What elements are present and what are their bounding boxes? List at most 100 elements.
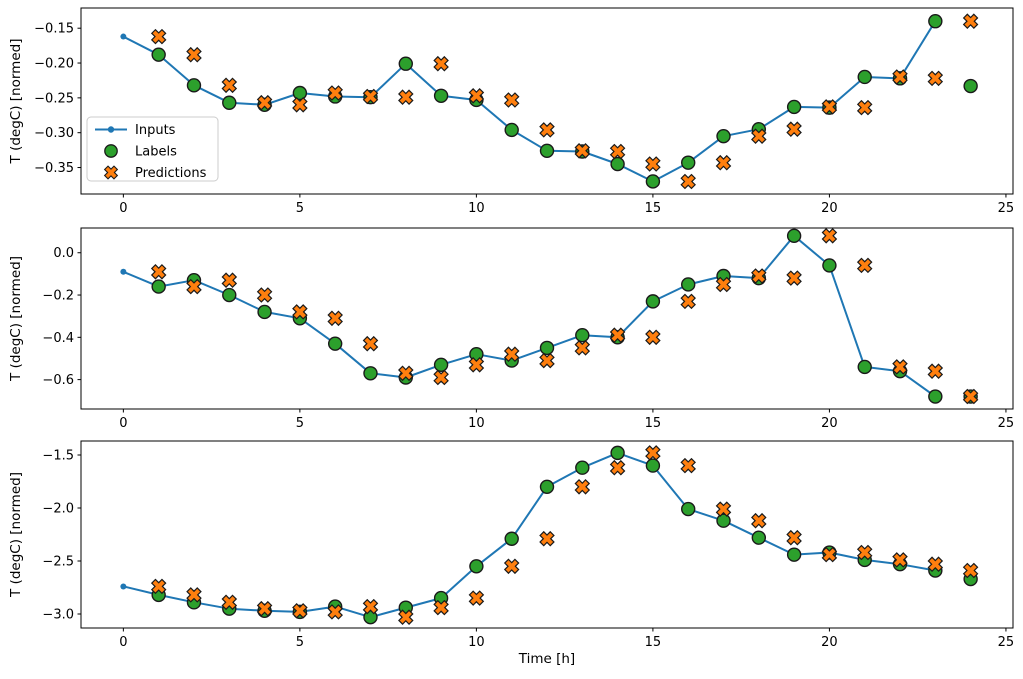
prediction-marker <box>539 122 555 138</box>
plot-frame <box>80 440 1014 629</box>
input-dot <box>120 268 127 275</box>
label-marker <box>398 56 413 71</box>
prediction-marker <box>468 357 485 373</box>
input-dot <box>120 33 127 40</box>
x-tick-label: 25 <box>998 635 1015 650</box>
plot-frame <box>80 227 1014 410</box>
prediction-marker <box>751 268 767 284</box>
prediction-marker <box>892 552 908 568</box>
label-marker <box>433 357 449 373</box>
x-tick-label: 20 <box>821 635 838 650</box>
y-tick-label: −0.4 <box>42 331 74 346</box>
prediction-marker <box>751 512 767 529</box>
prediction-marker <box>645 156 661 172</box>
x-tick-label: 15 <box>645 416 662 431</box>
label-marker <box>822 258 837 273</box>
prediction-marker <box>221 594 238 611</box>
prediction-marker <box>256 600 273 617</box>
prediction-marker <box>503 558 520 575</box>
label-marker <box>222 95 237 110</box>
prediction-marker <box>186 46 202 63</box>
prediction-marker <box>962 13 979 29</box>
prediction-marker <box>856 544 873 561</box>
x-tick-label: 10 <box>468 635 485 650</box>
prediction-marker <box>256 287 273 303</box>
label-marker <box>681 277 696 292</box>
label-marker <box>928 389 943 404</box>
legend: Inputs Labels Predictions <box>86 116 219 182</box>
label-marker <box>716 128 731 144</box>
label-marker <box>857 359 872 375</box>
prediction-marker <box>221 77 238 94</box>
label-marker <box>433 88 449 103</box>
x-tick-label: 15 <box>645 635 662 650</box>
x-tick-label: 15 <box>645 201 662 216</box>
subplot-2: 0 5 10 15 20 25 0.0 −0.2 −0.4 −0.6 T (degC) [norme… <box>8 227 1014 431</box>
prediction-marker <box>150 28 167 45</box>
prediction-marker <box>186 587 202 603</box>
prediction-marker <box>503 346 520 362</box>
label-marker <box>151 47 166 62</box>
legend-label-labels: Labels <box>135 145 177 160</box>
prediction-marker <box>398 89 414 105</box>
x-tick-label: 20 <box>821 416 838 431</box>
label-marker <box>327 336 343 351</box>
prediction-marker <box>680 293 696 310</box>
prediction-marker <box>186 278 202 295</box>
prediction-marker <box>609 327 626 343</box>
prediction-marker <box>539 352 555 369</box>
prediction-marker <box>645 329 661 346</box>
prediction-marker <box>892 359 908 375</box>
prediction-marker <box>398 609 414 625</box>
y-axis-label: T (degC) [normed] <box>8 256 24 382</box>
legend-inputs-dot-sample <box>107 126 115 133</box>
label-marker <box>575 328 590 343</box>
subplot-1: 0 5 10 15 20 25 −0.15 −0.20 −0.25 −0.30 −0.35 T (de… <box>8 7 1014 216</box>
prediction-marker <box>539 530 555 547</box>
prediction-marker <box>433 599 449 616</box>
prediction-marker <box>292 603 308 619</box>
label-marker <box>504 531 519 546</box>
prediction-marker <box>715 154 732 171</box>
y-tick-label: −2.5 <box>42 555 74 570</box>
prediction-marker <box>503 92 520 108</box>
prediction-marker <box>751 128 767 144</box>
prediction-marker <box>786 529 802 546</box>
y-tick-label: −1.5 <box>42 448 74 463</box>
prediction-marker <box>927 70 944 87</box>
label-marker <box>257 304 272 320</box>
y-tick-label: −3.0 <box>42 608 74 623</box>
prediction-marker <box>292 304 308 320</box>
label-marker <box>469 559 484 574</box>
prediction-marker <box>221 272 238 288</box>
prediction-marker <box>574 143 591 159</box>
label-marker <box>681 155 696 170</box>
y-tick-label: −0.35 <box>34 161 74 176</box>
label-marker <box>645 458 661 473</box>
prediction-marker <box>574 340 591 356</box>
prediction-marker <box>398 365 414 382</box>
prediction-marker <box>892 69 908 85</box>
label-marker <box>151 279 166 294</box>
prediction-marker <box>362 598 379 615</box>
prediction-marker <box>327 310 343 327</box>
label-marker <box>539 340 555 356</box>
prediction-marker <box>256 94 273 111</box>
label-marker <box>786 99 802 115</box>
label-marker <box>786 547 802 562</box>
prediction-marker <box>362 335 379 352</box>
prediction-marker <box>786 270 802 286</box>
prediction-marker <box>574 479 591 495</box>
prediction-marker <box>715 501 732 517</box>
x-tick-label: 20 <box>821 201 838 216</box>
label-marker <box>645 294 661 309</box>
inputs-line <box>122 20 937 183</box>
x-tick-label: 0 <box>119 201 127 216</box>
label-marker <box>222 287 237 303</box>
y-tick-label: 0.0 <box>53 246 74 261</box>
label-marker <box>928 14 943 29</box>
prediction-marker <box>680 457 696 474</box>
x-tick-label: 5 <box>296 201 304 216</box>
